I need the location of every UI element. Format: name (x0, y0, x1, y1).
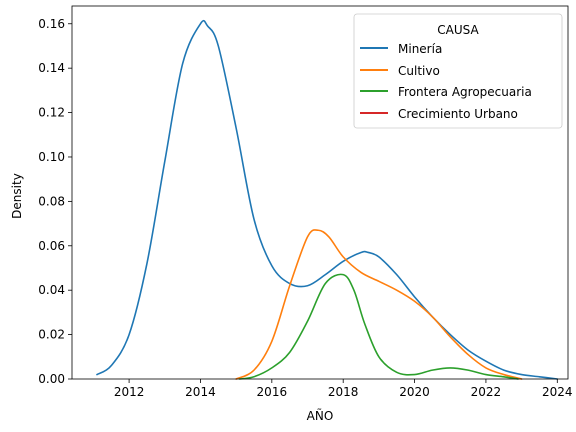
x-tick-label: 2024 (542, 385, 573, 399)
y-tick-label: 0.14 (38, 61, 65, 75)
y-axis-label: Density (10, 173, 24, 219)
legend-label-frontera: Frontera Agropecuaria (398, 85, 532, 99)
legend-title: CAUSA (437, 23, 479, 37)
legend-label-urbano: Crecimiento Urbano (398, 107, 518, 121)
y-tick-label: 0.16 (38, 17, 65, 31)
x-axis-label: AÑO (307, 408, 334, 423)
x-tick-label: 2018 (328, 385, 359, 399)
x-tick-label: 2016 (257, 385, 288, 399)
y-tick-label: 0.12 (38, 106, 65, 120)
series-line-0 (96, 19, 559, 380)
x-tick-label: 2020 (399, 385, 430, 399)
y-tick-label: 0.10 (38, 150, 65, 164)
x-tick-label: 2012 (114, 385, 145, 399)
series-line-1 (235, 229, 523, 380)
y-tick-label: 0.00 (38, 372, 65, 386)
legend-label-mineria: Minería (398, 42, 442, 56)
x-tick-label: 2022 (471, 385, 502, 399)
x-tick-label: 2014 (185, 385, 216, 399)
series-layer (96, 19, 559, 380)
series-line-2 (238, 273, 519, 380)
axes-layer: 2012 2014 2016 2018 2020 2022 2024 0.00 0.02 0.04… (38, 17, 572, 399)
y-tick-label: 0.08 (38, 194, 65, 208)
legend: CAUSA Minería Cultivo Frontera Agropecua… (353, 13, 563, 129)
y-tick-label: 0.06 (38, 239, 65, 253)
plot-frame (71, 5, 569, 380)
y-tick-label: 0.04 (38, 283, 65, 297)
legend-label-cultivo: Cultivo (398, 64, 440, 78)
legend-box (353, 13, 563, 129)
y-tick-label: 0.02 (38, 328, 65, 342)
